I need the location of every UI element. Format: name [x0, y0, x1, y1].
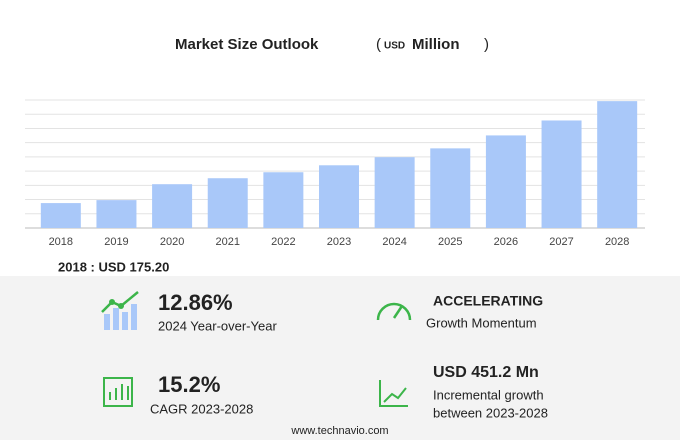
bar [485, 135, 526, 228]
kpi-label: between 2023-2028 [433, 405, 548, 420]
x-tick-label: 2023 [327, 236, 351, 248]
x-tick-label: 2025 [438, 236, 462, 248]
x-tick-label: 2018 [49, 236, 73, 248]
bars-icon [103, 377, 133, 407]
x-tick-label: 2019 [104, 236, 128, 248]
kpi-value: 15.2% [158, 372, 220, 397]
kpi-value: 12.86% [158, 290, 233, 315]
summary-panel [0, 276, 680, 440]
title-unit: USD [384, 41, 405, 52]
chart-title: Market Size Outlook [175, 36, 319, 53]
title-unit-name: Million [412, 36, 460, 53]
bar [207, 178, 248, 228]
x-tick-label: 2021 [215, 236, 239, 248]
bar [40, 203, 81, 228]
x-tick-label: 2026 [494, 236, 518, 248]
trend-icon [101, 291, 139, 330]
x-tick-label: 2028 [605, 236, 629, 248]
gauge-icon [376, 302, 412, 321]
title-paren: ( [376, 36, 381, 53]
footer: www.technavio.com [290, 425, 388, 437]
bar [96, 200, 137, 228]
bar [430, 148, 471, 228]
x-tick-label: 2027 [549, 236, 573, 248]
kpi-label: Incremental growth [433, 387, 544, 402]
x-tick-label: 2024 [382, 236, 406, 248]
kpi-label: Growth Momentum [426, 315, 537, 330]
base-value: 2018 : USD 175.20 [58, 259, 169, 274]
bar [263, 172, 304, 228]
bar [319, 165, 359, 228]
kpi-value: ACCELERATING [433, 293, 543, 309]
growth-icon [379, 380, 408, 407]
kpi-label: 2024 Year-over-Year [158, 318, 277, 333]
bar [152, 184, 193, 228]
x-tick-label: 2022 [271, 236, 295, 248]
x-tick-label: 2020 [160, 236, 184, 248]
bar [541, 120, 582, 228]
bar [597, 101, 638, 228]
kpi-value: USD 451.2 Mn [433, 364, 539, 381]
bar [374, 157, 415, 228]
title-paren: ) [484, 36, 489, 53]
kpi-label: CAGR 2023-2028 [150, 401, 253, 416]
